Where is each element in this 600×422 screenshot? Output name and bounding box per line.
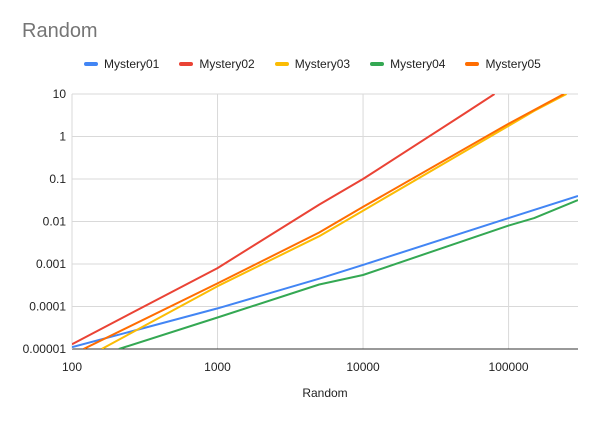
x-tick-label: 1000 <box>204 360 231 374</box>
x-tick-label: 100000 <box>489 360 529 374</box>
legend-item-mystery03: Mystery03 <box>274 57 351 71</box>
x-axis-label: Random <box>302 386 348 400</box>
y-tick-label: 0.001 <box>36 257 66 271</box>
x-tick-label: 10000 <box>346 360 380 374</box>
legend-label: Mystery02 <box>199 57 255 71</box>
legend-swatch <box>370 62 385 66</box>
y-tick-labels: 0.00001 0.0001 0.001 0.01 0.1 1 10 <box>23 87 67 356</box>
legend-label: Mystery05 <box>485 57 541 71</box>
x-tick-labels: 100 1000 10000 100000 <box>62 360 529 374</box>
x-tick-label: 100 <box>62 360 82 374</box>
legend-item-mystery01: Mystery01 <box>84 57 159 71</box>
grid <box>71 93 578 350</box>
legend: Mystery01 Mystery02 Mystery03 Mystery04 Myst… <box>84 57 561 71</box>
y-tick-label: 10 <box>53 87 67 101</box>
legend-label: Mystery01 <box>104 57 160 71</box>
series-line-mystery02 <box>72 94 496 346</box>
legend-swatch <box>179 62 194 66</box>
legend-label: Mystery04 <box>390 57 446 71</box>
y-tick-label: 0.01 <box>43 215 67 229</box>
y-tick-label: 0.1 <box>49 172 66 186</box>
legend-swatch <box>84 62 98 66</box>
legend-item-mystery02: Mystery02 <box>179 57 255 71</box>
series-line-mystery05 <box>83 94 565 349</box>
series-line-mystery04 <box>118 199 578 349</box>
series-lines <box>72 94 578 349</box>
legend-swatch <box>465 62 480 66</box>
y-tick-label: 1 <box>59 130 66 144</box>
legend-item-mystery05: Mystery05 <box>465 57 541 71</box>
legend-swatch <box>274 62 289 66</box>
legend-item-mystery04: Mystery04 <box>370 57 445 71</box>
series-line-mystery01 <box>72 194 578 349</box>
y-tick-label: 0.0001 <box>29 300 66 314</box>
legend-label: Mystery03 <box>294 57 351 71</box>
y-tick-label: 0.00001 <box>23 342 67 356</box>
chart-title: Random <box>22 20 98 42</box>
